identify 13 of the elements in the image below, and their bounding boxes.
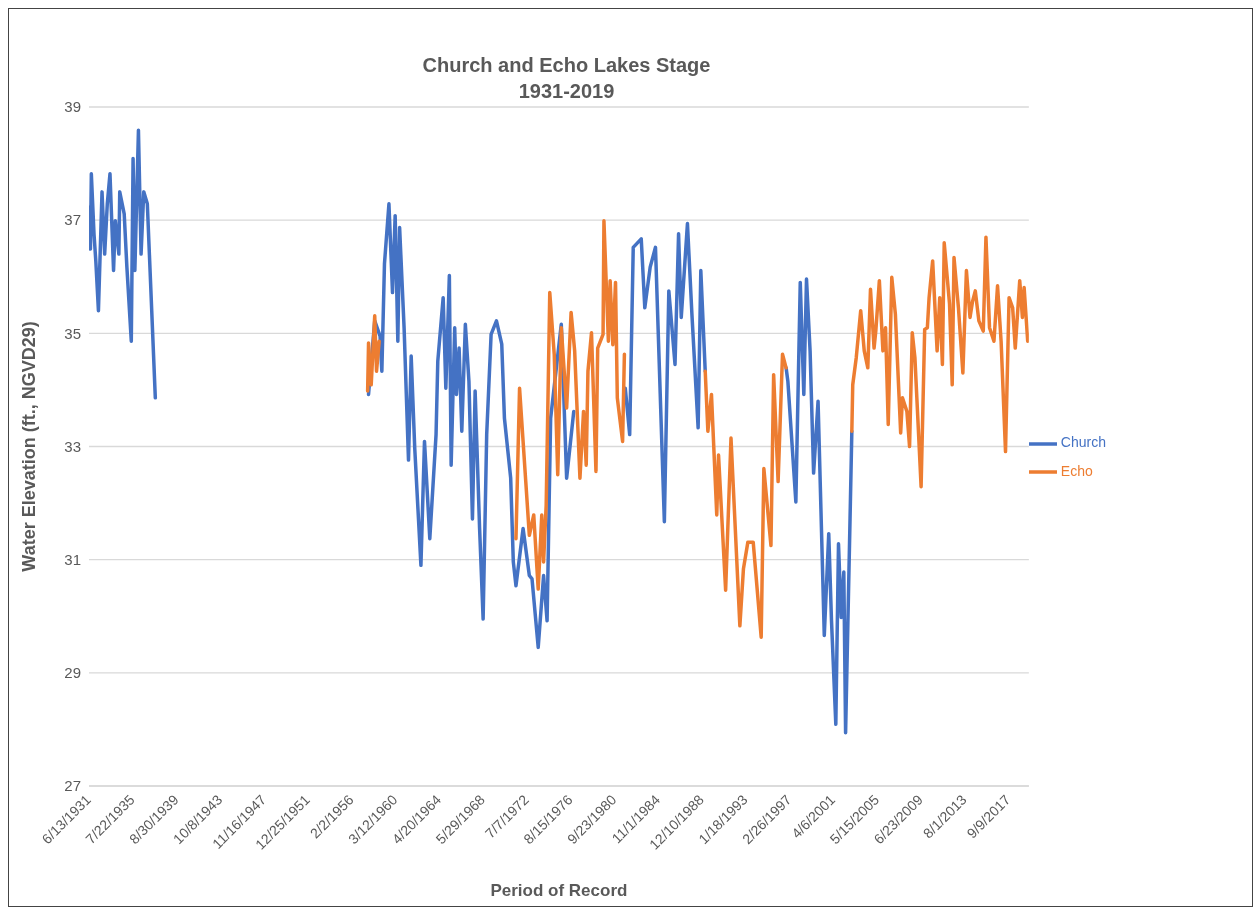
x-axis-title: Period of Record — [490, 881, 628, 900]
legend-label: Church — [1060, 434, 1106, 451]
y-tick-label: 35 — [64, 324, 81, 342]
y-tick-label: 33 — [64, 437, 81, 455]
chart-title: Church and Echo Lakes Stage — [421, 53, 712, 78]
y-axis-title: Water Elevation (ft., NGVD29) — [19, 321, 40, 572]
y-tick-label: 37 — [64, 211, 81, 229]
y-tick-label: 39 — [64, 98, 81, 116]
legend-label: Echo — [1060, 462, 1093, 479]
y-tick-label: 29 — [64, 664, 81, 682]
y-tick-label: 31 — [64, 550, 81, 568]
y-tick-label: 27 — [64, 777, 81, 795]
chart-subtitle: 1931-2019 — [518, 80, 615, 102]
